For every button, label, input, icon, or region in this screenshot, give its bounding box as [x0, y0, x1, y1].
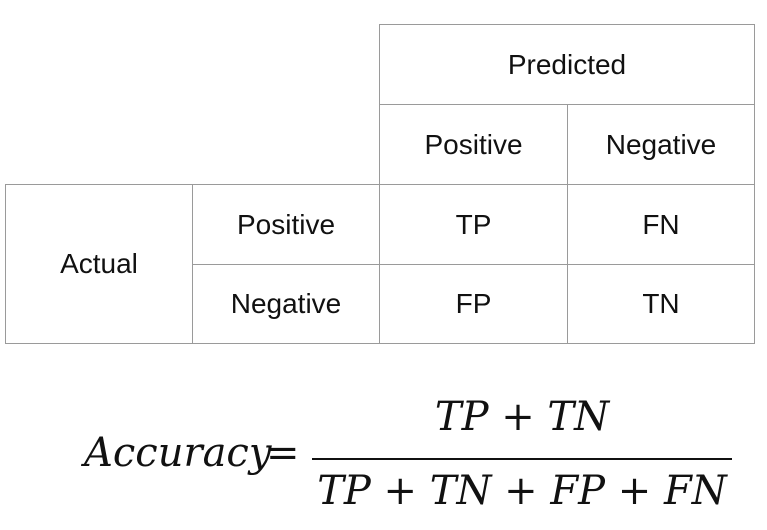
true-positive-cell: TP — [379, 184, 568, 265]
false-negative-cell: FN — [567, 184, 755, 265]
predicted-header: Predicted — [379, 24, 755, 105]
actual-header: Actual — [5, 184, 193, 344]
predicted-positive-header: Positive — [379, 104, 568, 185]
formula-lhs: Accuracy — [84, 430, 272, 476]
fraction-bar — [312, 458, 732, 460]
formula-numerator: TP + TN — [434, 394, 610, 440]
predicted-negative-header: Negative — [567, 104, 755, 185]
actual-negative-header: Negative — [192, 264, 380, 344]
false-positive-cell: FP — [379, 264, 568, 344]
actual-positive-header: Positive — [192, 184, 380, 265]
formula-denominator: TP + TN + FP + FN — [317, 468, 727, 514]
formula-equals: = — [266, 430, 300, 476]
true-negative-cell: TN — [567, 264, 755, 344]
